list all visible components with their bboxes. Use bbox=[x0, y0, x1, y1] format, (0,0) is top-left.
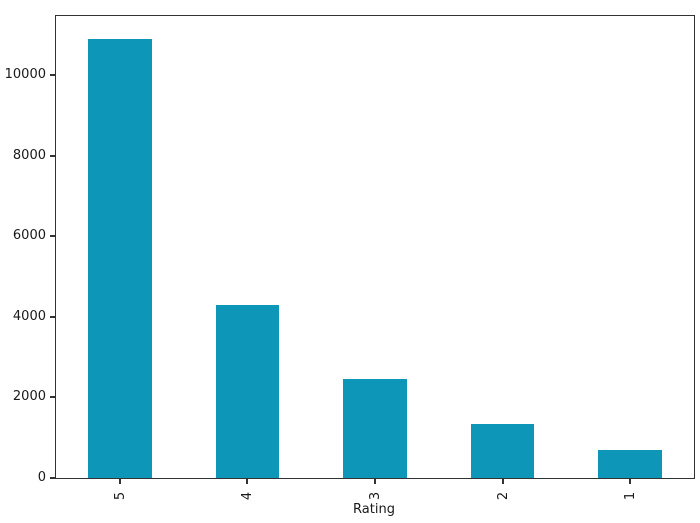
y-tick-mark bbox=[50, 74, 55, 77]
y-tick-label: 0 bbox=[37, 470, 46, 485]
y-tick-mark bbox=[50, 315, 55, 318]
y-tick-label: 10000 bbox=[4, 67, 46, 83]
y-tick-label: 4000 bbox=[12, 308, 46, 324]
x-tick-mark bbox=[374, 479, 376, 484]
x-tick-mark bbox=[629, 479, 632, 484]
bar-rating-1 bbox=[598, 449, 663, 478]
x-axis-label: Rating bbox=[353, 502, 395, 517]
y-tick-label: 8000 bbox=[12, 147, 46, 163]
bar-rating-2 bbox=[470, 423, 535, 478]
y-tick-mark bbox=[50, 235, 55, 238]
bar-rating-3 bbox=[343, 379, 407, 478]
bar-rating-4 bbox=[215, 304, 280, 478]
bar-rating-5 bbox=[87, 38, 152, 478]
y-tick-label: 6000 bbox=[12, 228, 46, 244]
x-tick-mark bbox=[501, 479, 504, 484]
x-tick-mark bbox=[118, 479, 121, 484]
y-tick-mark bbox=[50, 396, 55, 399]
y-tick-label: 2000 bbox=[12, 389, 46, 405]
x-tick-mark bbox=[246, 479, 249, 484]
y-tick-mark bbox=[50, 477, 55, 479]
y-tick-mark bbox=[50, 154, 55, 157]
